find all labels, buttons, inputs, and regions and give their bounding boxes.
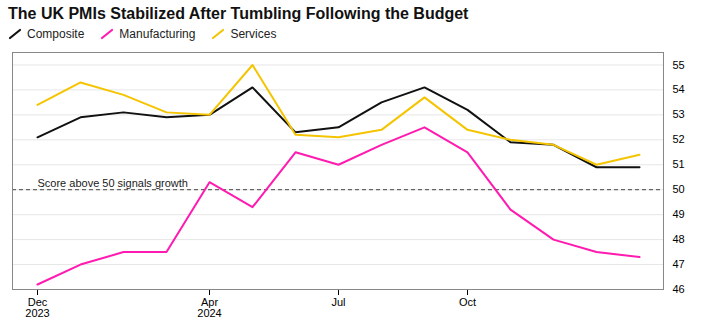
html-text:Services: Services bbox=[230, 27, 277, 41]
html-text:Manufacturing: Manufacturing bbox=[119, 27, 196, 41]
svg-text:Dec2023: Dec2023 bbox=[25, 296, 49, 319]
svg-text:47: 47 bbox=[673, 258, 685, 270]
svg-text:53: 53 bbox=[673, 108, 685, 120]
svg-text:55: 55 bbox=[673, 58, 685, 70]
svg-text:49: 49 bbox=[673, 208, 685, 220]
svg-text:Jul: Jul bbox=[331, 296, 345, 308]
svg-text:Oct: Oct bbox=[459, 296, 476, 308]
svg-text:51: 51 bbox=[673, 158, 685, 170]
svg-text:50: 50 bbox=[673, 183, 685, 195]
svg-text:52: 52 bbox=[673, 133, 685, 145]
html-text:Composite: Composite bbox=[27, 27, 85, 41]
svg-text:Score above 50 signals growth: Score above 50 signals growth bbox=[38, 177, 188, 189]
html-text:The UK PMIs Stabilized After T: The UK PMIs Stabilized After Tumbling Fo… bbox=[8, 5, 469, 22]
svg-text:48: 48 bbox=[673, 233, 685, 245]
svg-text:54: 54 bbox=[673, 83, 685, 95]
svg-text:46: 46 bbox=[673, 283, 685, 295]
svg-text:Apr2024: Apr2024 bbox=[197, 296, 221, 319]
